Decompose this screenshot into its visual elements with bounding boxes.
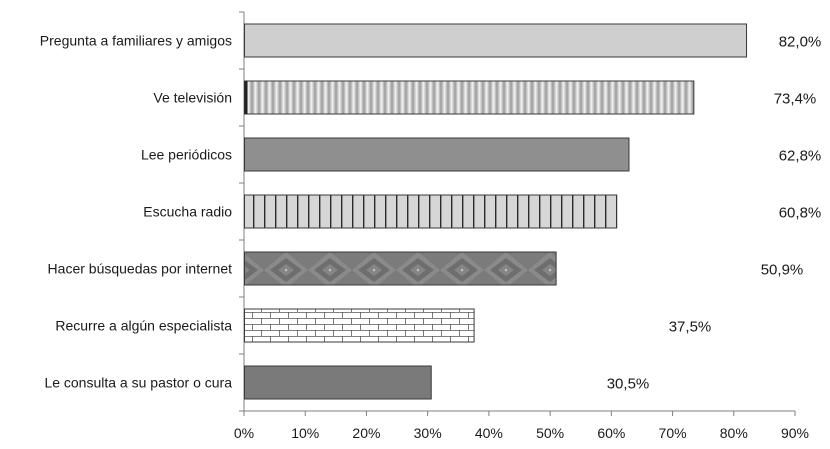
category-label: Pregunta a familiares y amigos — [40, 33, 232, 49]
category-label: Ve televisión — [153, 90, 232, 106]
x-tick-label: 70% — [659, 425, 687, 441]
category-label: Recurre a algún especialista — [55, 318, 232, 334]
bar — [244, 23, 748, 58]
bar — [244, 251, 557, 286]
x-tick-label: 60% — [597, 425, 625, 441]
bar — [244, 80, 695, 115]
bar-cap — [244, 81, 248, 114]
data-label: 30,5% — [607, 376, 650, 393]
category-label: Le consulta a su pastor o cura — [44, 375, 232, 391]
x-tick-label: 30% — [414, 425, 442, 441]
data-label: 62,8% — [779, 148, 822, 165]
category-label: Hacer búsquedas por internet — [48, 261, 233, 277]
x-tick-label: 50% — [536, 425, 564, 441]
category-label: Lee periódicos — [141, 147, 232, 163]
x-tick-label: 90% — [781, 425, 809, 441]
x-tick-label: 40% — [475, 425, 503, 441]
data-label: 73,4% — [774, 91, 817, 108]
data-label: 82,0% — [779, 34, 822, 51]
x-tick-label: 20% — [352, 425, 380, 441]
plot-area: 0% 10% 20% 30% 40% 50% 60% 70% 80% 90% Pregunta a … — [40, 11, 822, 441]
bar — [244, 365, 432, 400]
x-tick-label: 0% — [234, 425, 254, 441]
x-tick-label: 80% — [720, 425, 748, 441]
bar — [244, 194, 618, 229]
data-label: 50,9% — [761, 262, 804, 279]
bar — [244, 137, 630, 172]
data-label: 37,5% — [669, 319, 712, 336]
category-label: Escucha radio — [143, 204, 232, 220]
bar — [244, 308, 475, 343]
x-tick-label: 10% — [291, 425, 319, 441]
data-label: 60,8% — [779, 205, 822, 222]
